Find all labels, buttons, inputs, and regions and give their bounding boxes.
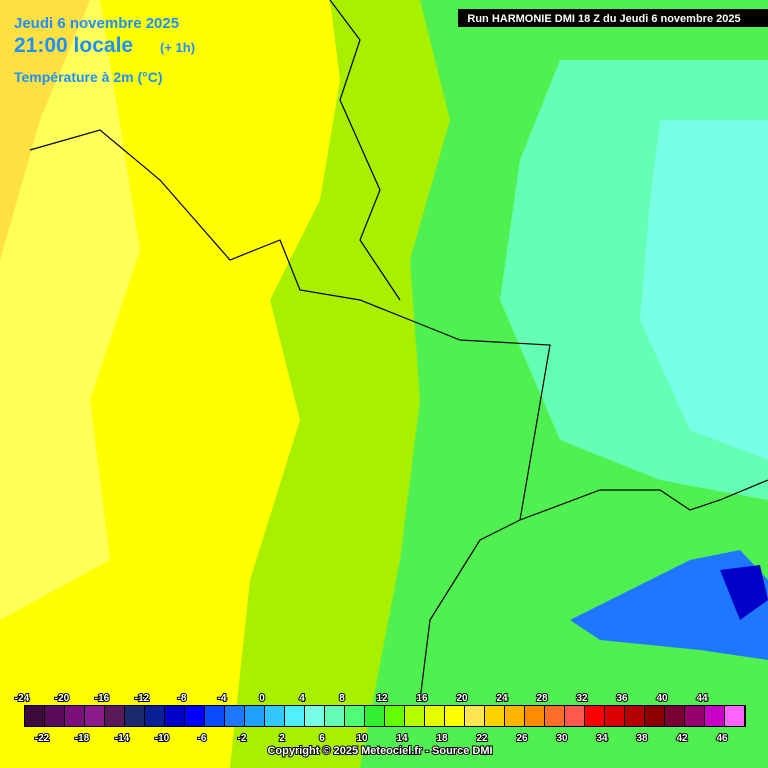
- legend-label: 36: [616, 693, 628, 704]
- legend-label: -6: [198, 733, 207, 744]
- legend-cell: [185, 706, 204, 726]
- legend-cell: [145, 706, 164, 726]
- legend-label: -22: [35, 733, 50, 744]
- legend-label: -16: [95, 693, 110, 704]
- legend-cell: [645, 706, 664, 726]
- offset: (+ 1h): [160, 40, 195, 55]
- legend-label: 22: [476, 733, 488, 744]
- legend-cell: [365, 706, 384, 726]
- legend-label: -8: [178, 693, 187, 704]
- run-box: [458, 9, 768, 27]
- legend-label: -10: [155, 733, 170, 744]
- legend-cell: [605, 706, 624, 726]
- legend-label: 44: [696, 693, 708, 704]
- date: Jeudi 6 novembre 2025: [14, 15, 179, 32]
- time: 21:00 locale: [14, 34, 133, 57]
- legend-cell: [265, 706, 284, 726]
- legend-label: 18: [436, 733, 448, 744]
- coldest-alps: [720, 565, 768, 620]
- legend-cell: [445, 706, 464, 726]
- legend-label: 38: [636, 733, 648, 744]
- legend-cell: [125, 706, 144, 726]
- legend-label: 46: [716, 733, 728, 744]
- legend-label: 10: [356, 733, 368, 744]
- legend-label: -14: [115, 733, 130, 744]
- legend-label: -4: [218, 693, 227, 704]
- legend-cell: [425, 706, 444, 726]
- legend-cell: [585, 706, 604, 726]
- legend-label: -20: [55, 693, 70, 704]
- legend-label: 24: [496, 693, 508, 704]
- legend-cell: [545, 706, 564, 726]
- legend-cell: [165, 706, 184, 726]
- run-label: Run HARMONIE DMI 18 Z du Jeudi 6 novembr…: [467, 13, 740, 25]
- legend-label: 32: [576, 693, 588, 704]
- legend-label: 12: [376, 693, 388, 704]
- legend-cell: [725, 706, 744, 726]
- variable: Température à 2m (°C): [14, 69, 163, 85]
- legend-cell: [665, 706, 684, 726]
- legend-cell: [205, 706, 224, 726]
- legend-cell: [25, 706, 44, 726]
- legend-label: 42: [676, 733, 688, 744]
- legend-cell: [325, 706, 344, 726]
- legend-cell: [285, 706, 304, 726]
- legend-cell: [85, 706, 104, 726]
- legend-label: 14: [396, 733, 408, 744]
- warm-zone: [0, 0, 90, 260]
- legend-cell: [245, 706, 264, 726]
- legend-label: -12: [135, 693, 150, 704]
- legend-label: -2: [238, 733, 247, 744]
- legend-cell: [485, 706, 504, 726]
- legend-cell: [505, 706, 524, 726]
- legend-label: 26: [516, 733, 528, 744]
- legend-cell: [685, 706, 704, 726]
- legend-cell: [225, 706, 244, 726]
- legend-label: 4: [299, 693, 305, 704]
- legend-label: 20: [456, 693, 468, 704]
- cold-alps: [570, 550, 768, 660]
- cyan-zone: [640, 120, 768, 460]
- legend-cell: [65, 706, 84, 726]
- legend-cell: [105, 706, 124, 726]
- legend-label: 0: [259, 693, 265, 704]
- legend-cell: [625, 706, 644, 726]
- legend-label: 28: [536, 693, 548, 704]
- legend-cell: [705, 706, 724, 726]
- legend-cell: [345, 706, 364, 726]
- legend-cell: [45, 706, 64, 726]
- legend-label: -18: [75, 733, 90, 744]
- legend-cell: [305, 706, 324, 726]
- legend-label: 2: [279, 733, 285, 744]
- legend-label: 30: [556, 733, 568, 744]
- legend-label: 8: [339, 693, 345, 704]
- legend-label: 34: [596, 733, 608, 744]
- borders: [29, 0, 768, 701]
- legend-cell: [405, 706, 424, 726]
- legend-cell: [565, 706, 584, 726]
- legend-cell: [385, 706, 404, 726]
- legend-label: 16: [416, 693, 428, 704]
- copyright: Copyright © 2025 Meteociel.fr - Source D…: [267, 745, 492, 757]
- legend-cell: [525, 706, 544, 726]
- legend-label: 40: [656, 693, 668, 704]
- legend-cell: [465, 706, 484, 726]
- legend-label: -24: [15, 693, 30, 704]
- legend-label: 6: [319, 733, 325, 744]
